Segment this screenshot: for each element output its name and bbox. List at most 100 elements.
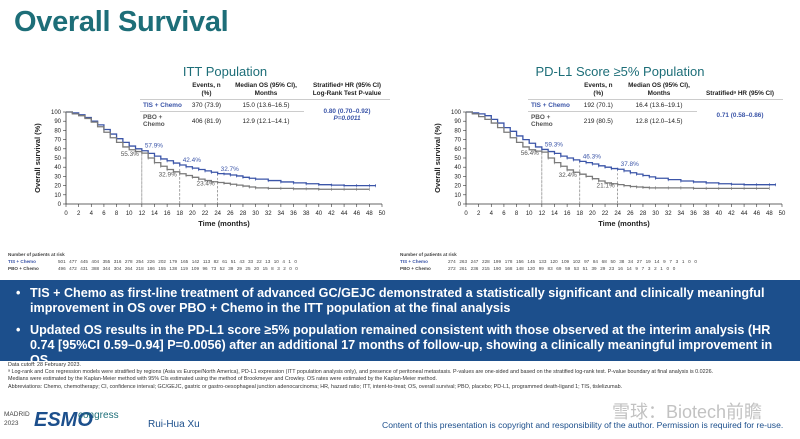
x-tick-label: 4 xyxy=(490,211,494,217)
pdl1-events-tis: 192 (70.1) xyxy=(575,99,621,112)
x-tick-label: 10 xyxy=(126,211,133,217)
series-line-tis xyxy=(466,111,776,186)
itt-events-tis: 370 (73.9) xyxy=(184,99,228,112)
presenter-name: Rui-Hua Xu xyxy=(148,419,200,430)
watermark: 雪球：Biotech前瞻 xyxy=(612,402,763,422)
x-tick-label: 24 xyxy=(614,211,621,217)
footnote-cutoff: Data cutoff: 28 February 2023. xyxy=(8,362,82,368)
y-axis-title: Overall survival (%) xyxy=(33,123,42,193)
series-line-pbo xyxy=(466,111,770,190)
risk-pbo-values-pdl1: 272 261 236 215 190 168 148 120 99 83 69… xyxy=(448,266,676,271)
x-tick-label: 44 xyxy=(741,211,748,217)
landmark-label: 42.4% xyxy=(183,157,201,164)
x-tick-label: 42 xyxy=(328,211,335,217)
risk-tis-values-itt: 501 477 445 404 355 316 278 254 226 202 … xyxy=(58,259,297,264)
landmark-label: 55.3% xyxy=(121,151,139,158)
key-finding-2: Updated OS results in the PD-L1 score ≥5… xyxy=(16,323,780,368)
x-tick-label: 0 xyxy=(464,211,468,217)
x-axis-title: Time (months) xyxy=(198,219,250,228)
y-tick-label: 30 xyxy=(54,174,61,180)
esmo-logo: MADRID 2023 ESMO congress xyxy=(4,408,124,436)
x-tick-label: 14 xyxy=(551,211,558,217)
x-tick-label: 50 xyxy=(779,211,786,217)
landmark-label: 23.4% xyxy=(197,180,215,187)
x-tick-label: 0 xyxy=(64,211,68,217)
y-tick-label: 60 xyxy=(454,147,461,153)
y-tick-label: 90 xyxy=(54,119,61,125)
pdl1-median-pbo: 12.8 (12.0–14.5) xyxy=(621,111,697,130)
x-tick-label: 48 xyxy=(766,211,773,217)
footnote-stats: ᵃ Log-rank and Cox regression models wer… xyxy=(8,369,714,376)
x-tick-label: 14 xyxy=(151,211,158,217)
x-tick-label: 34 xyxy=(278,211,285,217)
itt-header-events: Events, n (%) xyxy=(192,82,221,97)
x-tick-label: 28 xyxy=(640,211,647,217)
risk-pbo-label-itt: PBO + Chemo xyxy=(8,266,39,271)
y-tick-label: 0 xyxy=(58,202,62,208)
pdl1-header-median: Median OS (95% CI), Months xyxy=(628,82,690,97)
pdl1-events-pbo: 219 (80.5) xyxy=(575,111,621,130)
itt-summary-table: Events, n (%) Median OS (95% CI), Months… xyxy=(140,81,390,130)
key-findings-banner: TIS + Chemo as first-line treatment of a… xyxy=(0,280,800,367)
itt-events-pbo: 406 (81.9) xyxy=(184,111,228,130)
x-tick-label: 32 xyxy=(665,211,672,217)
x-tick-label: 12 xyxy=(138,211,145,217)
y-tick-label: 20 xyxy=(54,184,61,190)
x-tick-label: 32 xyxy=(265,211,272,217)
y-tick-label: 30 xyxy=(454,174,461,180)
x-tick-label: 26 xyxy=(227,211,234,217)
x-tick-label: 50 xyxy=(379,211,386,217)
logo-year: 2023 xyxy=(4,420,19,427)
y-tick-label: 80 xyxy=(454,128,461,134)
x-tick-label: 24 xyxy=(214,211,221,217)
x-tick-label: 48 xyxy=(366,211,373,217)
x-tick-label: 2 xyxy=(477,211,481,217)
y-tick-label: 60 xyxy=(54,147,61,153)
landmark-label: 46.3% xyxy=(583,153,601,160)
y-tick-label: 100 xyxy=(451,110,462,116)
x-axis-title: Time (months) xyxy=(598,219,650,228)
risk-label-pdl1: Number of patients at risk xyxy=(400,252,457,257)
pdl1-arm-tis: TIS + Chemo xyxy=(528,99,576,112)
x-tick-label: 22 xyxy=(202,211,209,217)
pdl1-hr-cell: 0.71 (0.58–0.86) xyxy=(697,99,783,130)
footnotes: Data cutoff: 28 February 2023. ᵃ Log-ran… xyxy=(8,362,778,391)
y-axis-title: Overall survival (%) xyxy=(433,123,442,193)
x-tick-label: 46 xyxy=(753,211,760,217)
landmark-label: 57.9% xyxy=(145,143,163,150)
risk-label-itt: Number of patients at risk xyxy=(8,252,65,257)
landmark-label: 37.8% xyxy=(621,161,639,168)
risk-tis-values-pdl1: 274 263 247 228 199 178 156 145 133 120 … xyxy=(448,259,697,264)
pdl1-hr-value: 0.71 (0.58–0.86) xyxy=(716,111,764,119)
footnote-methods: Medians were estimated by the Kaplan-Mei… xyxy=(8,376,437,383)
x-tick-label: 42 xyxy=(728,211,735,217)
y-tick-label: 10 xyxy=(454,193,461,199)
y-tick-label: 40 xyxy=(454,165,461,171)
risk-pbo-label-pdl1: PBO + Chemo xyxy=(400,266,431,271)
risk-tis-label-pdl1: TIS + Chemo xyxy=(400,259,428,264)
logo-city: MADRID xyxy=(4,411,30,418)
y-tick-label: 50 xyxy=(454,156,461,162)
key-finding-1: TIS + Chemo as first-line treatment of a… xyxy=(16,286,780,316)
y-tick-label: 70 xyxy=(454,138,461,144)
x-tick-label: 16 xyxy=(564,211,571,217)
x-tick-label: 18 xyxy=(176,211,183,217)
x-tick-label: 36 xyxy=(290,211,297,217)
y-tick-label: 10 xyxy=(54,193,61,199)
pdl1-header-arm xyxy=(528,81,576,100)
y-tick-label: 70 xyxy=(54,138,61,144)
series-line-tis xyxy=(66,111,376,187)
y-tick-label: 50 xyxy=(54,156,61,162)
x-tick-label: 18 xyxy=(576,211,583,217)
x-tick-label: 26 xyxy=(627,211,634,217)
x-tick-label: 20 xyxy=(589,211,596,217)
x-tick-label: 12 xyxy=(538,211,545,217)
footer: MADRID 2023 ESMO congress Rui-Hua Xu Con… xyxy=(0,402,800,439)
risk-tis-label-itt: TIS + Chemo xyxy=(8,259,36,264)
itt-median-pbo: 12.9 (12.1–14.1) xyxy=(228,111,304,130)
x-tick-label: 8 xyxy=(115,211,119,217)
x-tick-label: 40 xyxy=(315,211,322,217)
logo-brand: ESMO xyxy=(34,409,93,431)
